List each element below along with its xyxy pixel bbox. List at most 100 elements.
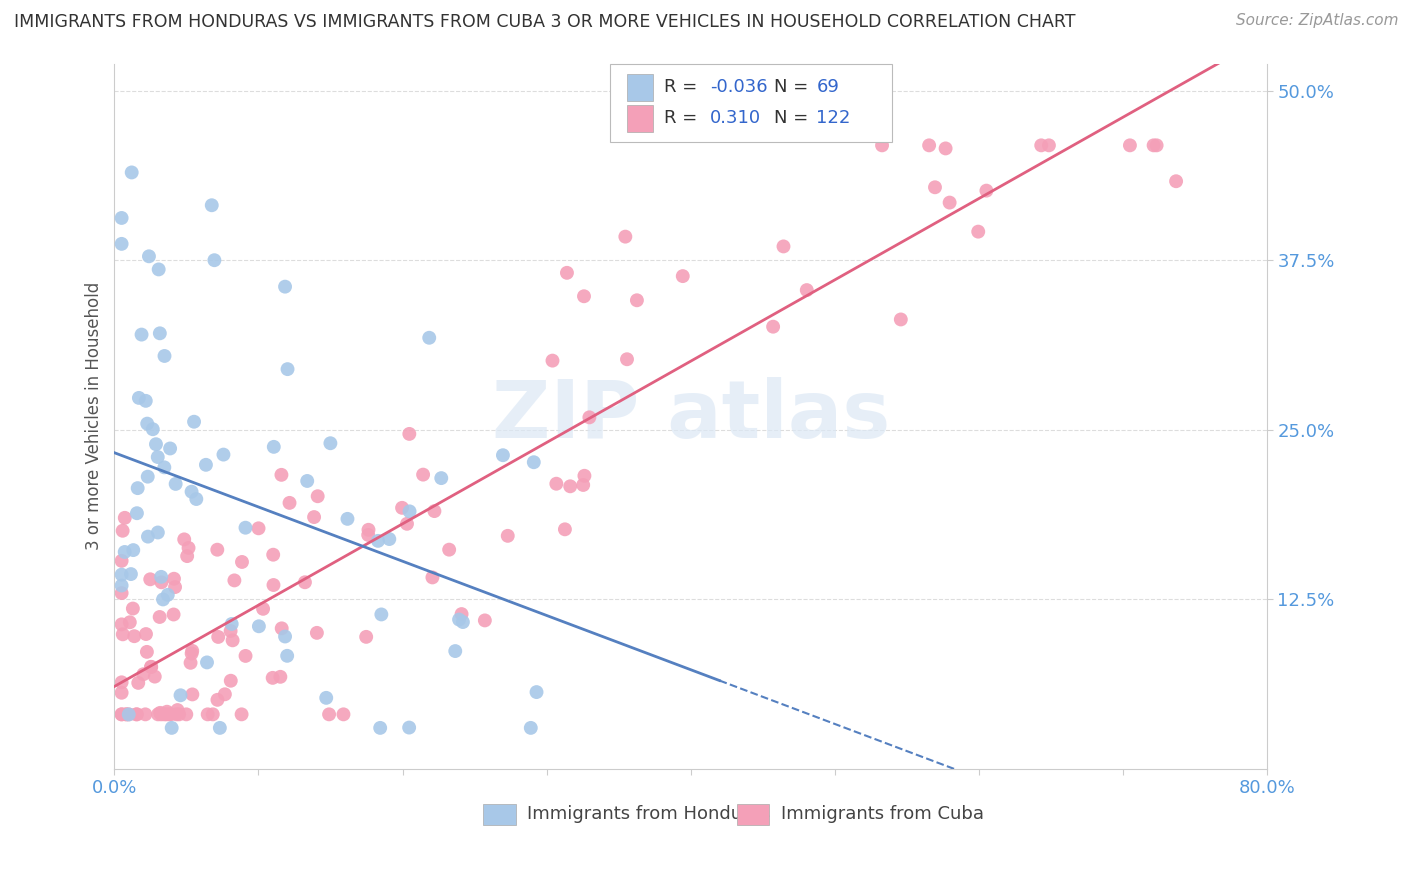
Point	[626, 293, 648, 308]
Point	[278, 496, 301, 510]
Point	[449, 613, 471, 627]
Point	[163, 572, 186, 586]
Point	[1164, 174, 1187, 188]
Point	[131, 327, 153, 342]
Point	[231, 555, 253, 569]
Text: N =: N =	[773, 78, 814, 96]
FancyBboxPatch shape	[627, 74, 652, 101]
Point	[150, 575, 173, 590]
Point	[935, 141, 957, 155]
Point	[270, 621, 292, 635]
Point	[418, 331, 440, 345]
Point	[274, 279, 297, 293]
Point	[212, 448, 235, 462]
Point	[378, 532, 401, 546]
Point	[135, 393, 157, 408]
Point	[614, 229, 637, 244]
Point	[395, 516, 418, 531]
Point	[541, 353, 564, 368]
Point	[332, 707, 354, 722]
Point	[294, 575, 316, 590]
Text: R =: R =	[664, 110, 703, 128]
Point	[165, 707, 187, 722]
Point	[235, 521, 257, 535]
Point	[357, 523, 380, 537]
Point	[555, 266, 578, 280]
Point	[202, 253, 225, 268]
Point	[412, 467, 434, 482]
Point	[167, 707, 190, 722]
Point	[207, 542, 229, 557]
Point	[578, 410, 600, 425]
Point	[398, 721, 420, 735]
Point	[221, 617, 243, 632]
Point	[572, 478, 595, 492]
Point	[146, 707, 169, 722]
Point	[976, 184, 998, 198]
FancyBboxPatch shape	[484, 804, 516, 825]
Point	[150, 570, 173, 584]
Point	[138, 249, 160, 263]
Point	[451, 615, 474, 629]
Point	[526, 685, 548, 699]
Point	[1119, 138, 1142, 153]
Point	[444, 644, 467, 658]
Text: 69: 69	[817, 78, 839, 96]
Point	[247, 619, 270, 633]
Point	[207, 630, 229, 644]
Point	[118, 707, 141, 722]
Point	[139, 660, 162, 674]
Point	[122, 601, 145, 615]
Point	[219, 673, 242, 688]
Point	[398, 426, 420, 441]
Point	[672, 269, 695, 284]
Point	[492, 448, 515, 462]
Point	[110, 236, 132, 251]
Point	[1031, 138, 1053, 153]
Point	[148, 262, 170, 277]
Point	[450, 607, 472, 621]
Point	[319, 436, 342, 450]
Point	[207, 693, 229, 707]
Point	[176, 549, 198, 563]
Point	[1142, 138, 1164, 153]
Point	[132, 667, 155, 681]
Point	[572, 289, 595, 303]
Point	[121, 165, 143, 179]
Point	[437, 542, 460, 557]
Point	[277, 362, 299, 376]
Point	[474, 614, 496, 628]
Point	[496, 529, 519, 543]
Point	[305, 625, 328, 640]
Point	[163, 580, 186, 594]
Point	[336, 512, 359, 526]
Point	[110, 675, 132, 690]
Point	[370, 607, 392, 622]
Point	[263, 440, 285, 454]
Point	[181, 687, 204, 701]
Point	[1146, 138, 1168, 153]
Point	[110, 617, 132, 632]
Point	[252, 602, 274, 616]
Point	[546, 476, 568, 491]
Point	[110, 707, 132, 722]
Point	[762, 319, 785, 334]
Point	[918, 138, 941, 153]
Point	[616, 352, 638, 367]
Point	[796, 283, 818, 297]
Point	[134, 707, 156, 722]
Point	[422, 570, 444, 584]
Point	[1038, 138, 1060, 153]
Text: Immigrants from Cuba: Immigrants from Cuba	[780, 805, 984, 823]
Point	[315, 690, 337, 705]
Point	[110, 578, 132, 592]
Point	[141, 660, 163, 674]
Point	[208, 721, 231, 735]
Point	[122, 543, 145, 558]
Text: N =: N =	[773, 110, 814, 128]
Point	[307, 489, 329, 503]
Point	[156, 588, 179, 602]
Point	[110, 586, 132, 600]
Text: 0.310: 0.310	[710, 110, 762, 128]
Point	[139, 572, 162, 586]
